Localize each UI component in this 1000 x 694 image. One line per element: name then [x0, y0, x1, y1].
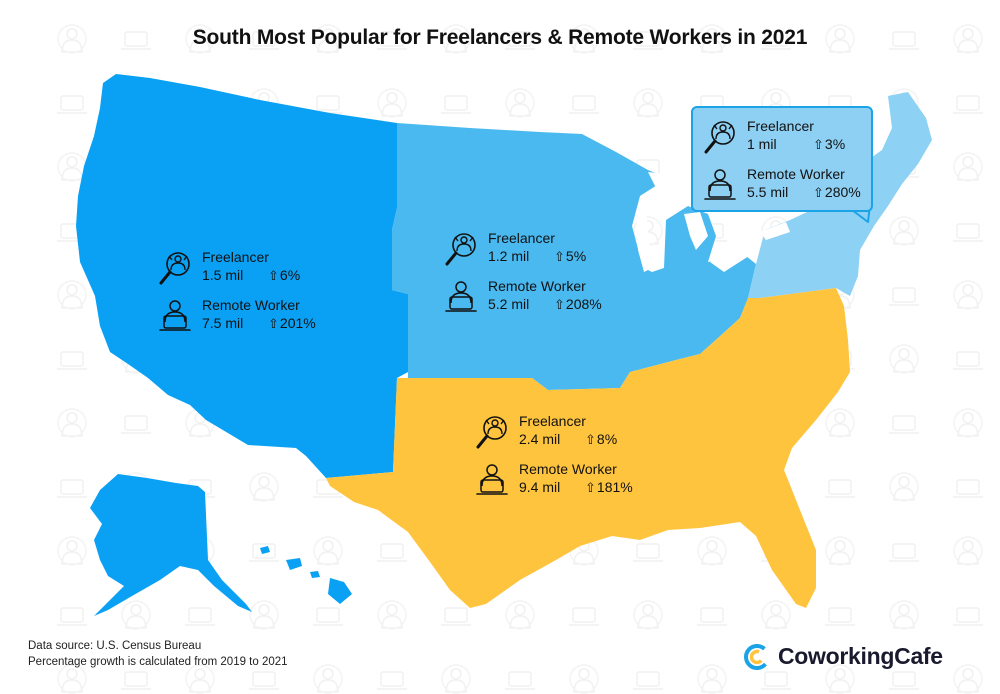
stat-count: 1 mil — [747, 136, 777, 152]
label-midwest: Freelancer 1.2 mil 5% Remote Worker 5.2 m… — [444, 229, 602, 325]
northeast-freelancer-stat: Freelancer 1 mil 3% — [703, 117, 861, 165]
stat-count: 9.4 mil — [519, 479, 561, 495]
label-west: Freelancer 1.5 mil 6% Remote Worker 7.5 m… — [158, 248, 316, 344]
freelancer-magnifier-icon — [704, 121, 735, 154]
data-source-note: Data source: U.S. Census Bureau — [28, 640, 202, 652]
freelancer-magnifier-icon — [159, 252, 190, 285]
remote-worker-laptop-icon — [476, 464, 508, 495]
brand-logo: CoworkingCafe — [744, 643, 943, 670]
region-northeast — [748, 92, 932, 298]
west-freelancer-stat: Freelancer 1.5 mil 6% — [158, 248, 316, 296]
stat-count: 2.4 mil — [519, 431, 561, 447]
stat-count: 7.5 mil — [202, 315, 244, 331]
region-midwest — [392, 123, 756, 390]
stat-label: Remote Worker — [519, 461, 617, 477]
great-lakes — [636, 172, 790, 272]
chart-title: South Most Popular for Freelancers & Rem… — [192, 26, 808, 49]
stat-growth: 280% — [813, 184, 861, 200]
midwest-remote-stat: Remote Worker 5.2 mil 208% — [444, 277, 602, 325]
stat-label: Freelancer — [202, 249, 269, 265]
stat-label: Remote Worker — [488, 278, 586, 294]
west-remote-stat: Remote Worker 7.5 mil 201% — [158, 296, 316, 344]
south-remote-stat: Remote Worker 9.4 mil 181% — [475, 460, 633, 508]
label-south: Freelancer 2.4 mil 8% Remote Worker 9.4 m… — [475, 412, 633, 508]
stat-label: Freelancer — [519, 413, 586, 429]
region-west — [76, 74, 408, 478]
stat-label: Remote Worker — [747, 166, 845, 182]
region-west-hawaii — [260, 546, 352, 604]
growth-note: Percentage growth is calculated from 201… — [28, 656, 288, 668]
stat-growth: 181% — [585, 479, 633, 495]
stat-count: 1.5 mil — [202, 267, 244, 283]
freelancer-magnifier-icon — [445, 233, 476, 266]
northeast-callout: Freelancer 1 mil 3% Remote Worker 5.5 mil… — [691, 106, 873, 212]
remote-worker-laptop-icon — [159, 300, 191, 331]
stat-growth: 208% — [554, 296, 602, 312]
label-northeast: Freelancer 1 mil 3% Remote Worker 5.5 mil… — [703, 117, 861, 213]
freelancer-magnifier-icon — [476, 416, 507, 449]
stat-growth: 8% — [585, 431, 617, 447]
midwest-freelancer-stat: Freelancer 1.2 mil 5% — [444, 229, 602, 277]
stat-label: Remote Worker — [202, 297, 300, 313]
remote-worker-laptop-icon — [704, 169, 736, 200]
stat-growth: 6% — [268, 267, 300, 283]
stat-label: Freelancer — [488, 230, 555, 246]
stat-growth: 201% — [268, 315, 316, 331]
stat-label: Freelancer — [747, 118, 814, 134]
stat-count: 5.5 mil — [747, 184, 789, 200]
stat-growth: 3% — [813, 136, 845, 152]
stat-count: 5.2 mil — [488, 296, 530, 312]
footer-notes: Data source: U.S. Census Bureau Percenta… — [28, 638, 288, 670]
brand-name: CoworkingCafe — [778, 643, 943, 669]
stat-growth: 5% — [554, 248, 586, 264]
stat-count: 1.2 mil — [488, 248, 530, 264]
south-freelancer-stat: Freelancer 2.4 mil 8% — [475, 412, 633, 460]
remote-worker-laptop-icon — [445, 281, 477, 312]
northeast-remote-stat: Remote Worker 5.5 mil 280% — [703, 165, 861, 213]
region-south — [326, 288, 850, 608]
coworkingcafe-logo-icon — [744, 643, 770, 670]
region-west-alaska — [90, 474, 252, 616]
